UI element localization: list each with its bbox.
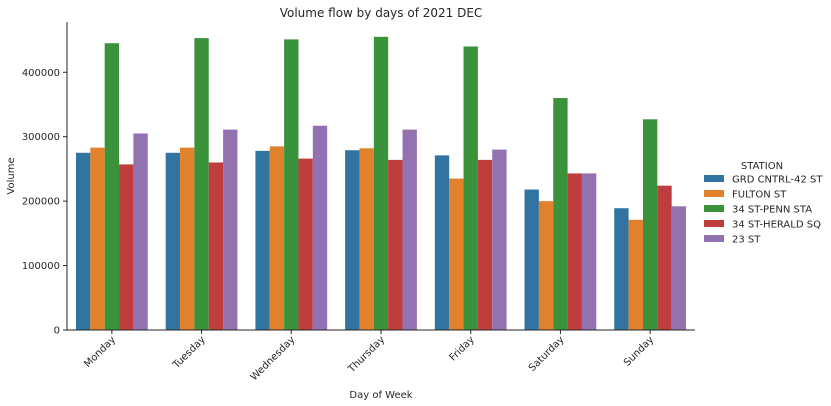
bar (223, 129, 238, 330)
chart-title: Volume flow by days of 2021 DEC (280, 6, 483, 20)
legend-swatch (704, 175, 724, 182)
y-tick-label: 200000 (22, 197, 60, 208)
x-tick-label: Sunday (622, 334, 656, 368)
bar (269, 146, 285, 330)
legend-label: 34 ST-PENN STA (732, 205, 812, 216)
bar (567, 173, 582, 330)
bar (524, 189, 539, 330)
legend-label: GRD CNTRL-42 ST (732, 175, 823, 186)
bar (402, 129, 417, 330)
y-tick-label: 100000 (22, 261, 60, 272)
bar (298, 158, 313, 330)
legend-title: STATION (741, 161, 783, 172)
bar (553, 98, 568, 330)
legend-label: 23 ST (732, 235, 761, 246)
y-tick-label: 300000 (22, 132, 60, 143)
x-tick-label: Friday (448, 334, 477, 363)
bar (104, 43, 120, 330)
bar (657, 185, 672, 330)
x-tick-label: Thursday (346, 334, 387, 375)
bar (255, 150, 270, 330)
bar (434, 155, 450, 330)
legend-swatch (704, 190, 724, 197)
y-tick-label: 400000 (22, 68, 60, 79)
bar (449, 178, 464, 330)
bar (477, 159, 493, 330)
y-axis-label: Volume (6, 157, 17, 194)
bar (133, 133, 148, 330)
legend-swatch (704, 220, 724, 227)
bar (119, 164, 134, 330)
x-axis-label: Day of Week (349, 390, 412, 401)
bar (492, 149, 507, 330)
legend-label: 34 ST-HERALD SQ (732, 220, 821, 231)
bar (581, 173, 597, 330)
bar (628, 219, 643, 330)
bar (614, 208, 629, 330)
legend-label: FULTON ST (732, 190, 787, 201)
y-tick-label: 0 (54, 326, 60, 337)
plot-area: 0 100000 200000 300000 400000 Monday Tuesday We… (22, 22, 695, 383)
x-tick-label: Saturday (527, 334, 567, 374)
legend: GRD CNTRL-42 ST FULTON ST 34 ST-PENN STA 34… (704, 175, 823, 246)
bar (284, 39, 299, 331)
bar (208, 162, 224, 330)
bar (642, 119, 658, 330)
bar (538, 201, 554, 330)
bar (671, 206, 687, 330)
bar (165, 152, 181, 330)
bar (345, 150, 360, 330)
bar (388, 159, 403, 330)
bar (463, 46, 478, 331)
x-tick-label: Monday (82, 334, 118, 370)
legend-swatch (704, 205, 724, 212)
bar (90, 147, 105, 330)
bar (180, 147, 195, 330)
x-tick-label: Wednesday (249, 334, 298, 383)
bar (75, 152, 91, 330)
legend-swatch (704, 235, 724, 242)
bar (194, 38, 209, 331)
bar (359, 148, 374, 330)
bar (312, 125, 328, 331)
x-tick-label: Tuesday (170, 334, 207, 371)
bar (373, 36, 389, 330)
